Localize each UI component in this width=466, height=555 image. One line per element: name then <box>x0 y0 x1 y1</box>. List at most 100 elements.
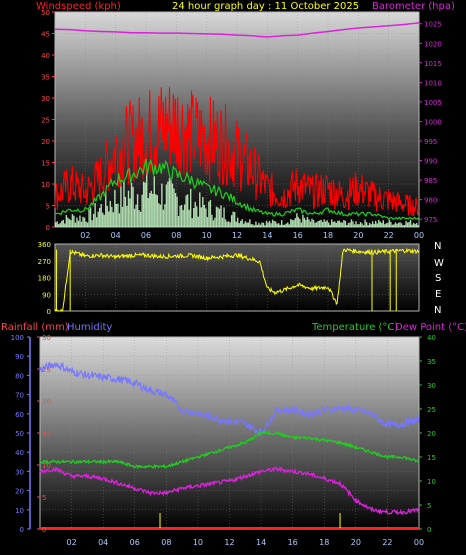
wind-min-bar <box>397 222 400 227</box>
wind-min-bar <box>341 222 344 227</box>
barometer-y-tick-label: 995 <box>424 138 437 146</box>
wind-min-bar <box>376 223 378 227</box>
barometer-series <box>54 22 420 38</box>
wind-y-tick-label: 25 <box>41 117 50 125</box>
wind-min-bar <box>223 207 225 227</box>
wind-min-bar <box>371 221 374 227</box>
wind-min-bar <box>152 193 154 227</box>
wind-min-bar <box>188 209 190 227</box>
wind-min-bar <box>133 208 136 227</box>
wind-min-bar <box>86 222 89 227</box>
wind-min-bar <box>385 223 388 227</box>
wind-min-bar <box>321 221 324 227</box>
wind-min-bar <box>170 180 172 227</box>
direction-y-tick-label: 270 <box>38 258 51 266</box>
wind-min-bar <box>203 204 206 227</box>
wind-min-bar <box>343 219 345 227</box>
wind-min-bar <box>268 220 271 227</box>
wind-min-bar <box>241 219 243 227</box>
temp-y-tick-label: 30 <box>427 382 436 390</box>
wind-min-bar <box>230 215 233 227</box>
wind-min-bar <box>127 190 130 227</box>
wind-min-bar <box>361 223 363 227</box>
wind-min-bar <box>159 204 162 227</box>
wind-min-bar <box>124 196 127 227</box>
temp-y-tick-label: 40 <box>427 334 436 342</box>
direction-y-tick-label: 0 <box>47 308 51 316</box>
wind-min-bar <box>246 222 248 227</box>
wind-min-bar <box>55 222 57 227</box>
wind-min-bar <box>199 192 201 227</box>
wind-average-series <box>54 158 420 221</box>
wind-min-bar <box>356 224 359 227</box>
barometer-y-tick-label: 980 <box>424 197 437 205</box>
wind-min-bar <box>323 219 325 227</box>
wind-y-tick-label: 0 <box>46 224 50 232</box>
wind-min-bar <box>215 206 218 227</box>
wind-min-bar <box>193 207 195 227</box>
wind-min-bar <box>355 221 357 227</box>
wind-min-bar <box>375 220 377 227</box>
wind-min-bar <box>264 225 266 227</box>
wind-min-bar <box>129 198 131 227</box>
wind-min-bar <box>415 222 418 227</box>
temp-y-tick-label: 10 <box>427 478 436 486</box>
wind-y-tick-label: 30 <box>41 95 50 103</box>
wind-min-bar <box>387 222 389 227</box>
wind-min-bar <box>126 205 128 227</box>
wind-min-bar <box>74 222 77 227</box>
wind-min-bar <box>318 220 321 227</box>
wind-min-bar <box>80 221 83 227</box>
wind-min-bar <box>121 206 124 227</box>
wind-min-bar <box>108 211 110 227</box>
wind-min-bar <box>112 212 115 227</box>
wind-min-bar <box>412 222 415 227</box>
wind-min-bar <box>365 222 368 227</box>
wind-min-bar <box>91 220 93 227</box>
wind-min-bar <box>150 190 152 227</box>
wind-y-tick-label: 40 <box>41 52 50 60</box>
wind-min-bar <box>388 219 391 227</box>
wind-min-bar <box>106 205 108 227</box>
wind-min-bar <box>353 224 356 227</box>
wind-min-bar <box>227 221 230 227</box>
wind-min-bar <box>317 221 319 227</box>
barometer-y-tick-label: 1015 <box>424 60 442 68</box>
wind-min-bar <box>362 225 365 227</box>
wind-min-bar <box>406 222 409 227</box>
wind-min-bar <box>111 206 113 227</box>
wind-min-bar <box>312 219 315 227</box>
wind-min-bar <box>89 207 92 227</box>
wind-min-bar <box>212 220 215 227</box>
wind-min-bar <box>265 220 268 227</box>
wind-min-bar <box>381 222 383 227</box>
wind-min-bar <box>214 217 216 227</box>
wind-min-bar <box>284 224 286 227</box>
wind-min-bar <box>399 222 401 227</box>
wind-min-bar <box>334 221 336 227</box>
wind-min-bar <box>186 194 189 227</box>
wind-x-tick-label: 12 <box>232 231 242 240</box>
wind-min-bar <box>258 222 260 227</box>
rain-y-tick-label: 25 <box>42 366 51 374</box>
wind-min-bar <box>280 219 283 227</box>
direction-y-tick-label: 90 <box>42 291 51 299</box>
temp-y-tick-label: 0 <box>427 526 431 534</box>
wind-min-bar <box>73 215 75 227</box>
wind-min-bar <box>253 225 256 227</box>
wind-min-bar <box>337 220 339 227</box>
wind-min-bar <box>64 223 66 227</box>
barometer-y-tick-label: 1020 <box>424 40 442 48</box>
wind-min-bar <box>309 221 312 227</box>
wind-min-bar <box>183 204 186 227</box>
wind-min-bar <box>305 219 307 227</box>
wind-min-bar <box>261 222 263 227</box>
wind-x-tick-label: 00 <box>414 231 424 240</box>
wind-y-tick-label: 10 <box>41 181 50 189</box>
wind-gust-series <box>54 86 420 217</box>
humidity-y-tick-label: 60 <box>15 411 24 419</box>
wind-min-bar <box>299 218 301 227</box>
wind-min-bar <box>226 221 228 227</box>
wind-min-bar <box>167 181 169 227</box>
